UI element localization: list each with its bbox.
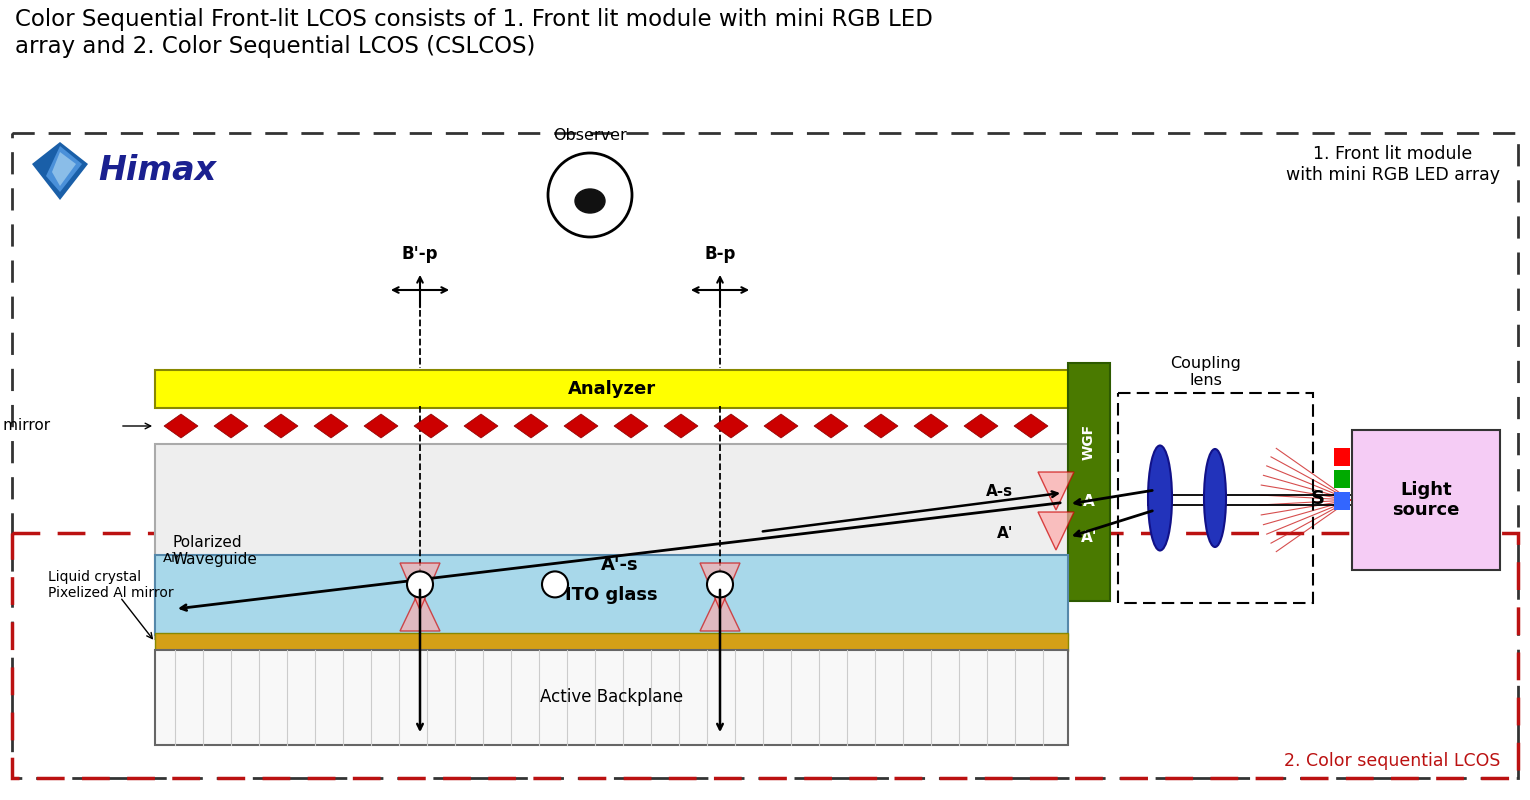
Polygon shape <box>964 414 998 438</box>
Circle shape <box>548 153 632 237</box>
Bar <box>1334 448 1349 466</box>
Text: Air: Air <box>164 552 182 565</box>
Text: Micro mirror: Micro mirror <box>0 418 50 434</box>
Polygon shape <box>46 146 83 192</box>
Text: Polarized
Waveguide: Polarized Waveguide <box>173 535 259 567</box>
Text: S: S <box>1311 489 1325 507</box>
Text: A'-s: A'-s <box>601 556 640 574</box>
Polygon shape <box>314 414 347 438</box>
Polygon shape <box>399 589 441 631</box>
Text: ITO glass: ITO glass <box>565 586 658 604</box>
Polygon shape <box>864 414 898 438</box>
Text: A': A' <box>996 526 1013 542</box>
Text: Analyzer: Analyzer <box>568 380 655 398</box>
Text: WGF: WGF <box>1082 424 1095 460</box>
Polygon shape <box>701 563 741 610</box>
Circle shape <box>542 571 568 598</box>
Bar <box>12 133 1518 778</box>
Bar <box>1068 363 1109 601</box>
Bar <box>1353 430 1499 570</box>
Polygon shape <box>52 152 76 186</box>
Bar <box>155 650 1068 745</box>
Circle shape <box>407 571 433 598</box>
Text: Liquid crystal
Pixelized Al mirror: Liquid crystal Pixelized Al mirror <box>47 570 173 600</box>
Text: 1. Front lit module
with mini RGB LED array: 1. Front lit module with mini RGB LED ar… <box>1287 145 1499 184</box>
Polygon shape <box>214 414 248 438</box>
Polygon shape <box>399 563 441 610</box>
Polygon shape <box>364 414 398 438</box>
Polygon shape <box>913 414 949 438</box>
Text: Himax: Himax <box>98 154 216 187</box>
Text: B-p: B-p <box>704 245 736 263</box>
Polygon shape <box>464 414 497 438</box>
Text: Observer: Observer <box>554 128 627 143</box>
Polygon shape <box>1037 472 1074 510</box>
Bar <box>12 533 1518 778</box>
Text: A: A <box>1083 494 1095 510</box>
Text: Light
source: Light source <box>1392 481 1460 519</box>
Ellipse shape <box>1204 449 1226 547</box>
Polygon shape <box>1014 414 1048 438</box>
Bar <box>155 555 1068 635</box>
Polygon shape <box>164 414 197 438</box>
Polygon shape <box>1037 512 1074 550</box>
Polygon shape <box>763 414 799 438</box>
Polygon shape <box>715 414 748 438</box>
Bar <box>1334 492 1349 510</box>
Text: B'-p: B'-p <box>402 245 438 263</box>
Polygon shape <box>814 414 848 438</box>
Bar <box>155 370 1068 408</box>
Bar <box>155 633 1068 651</box>
Polygon shape <box>614 414 649 438</box>
Polygon shape <box>514 414 548 438</box>
Polygon shape <box>32 142 89 200</box>
Text: A': A' <box>1080 530 1097 545</box>
Polygon shape <box>565 414 598 438</box>
Polygon shape <box>701 589 741 631</box>
Polygon shape <box>415 414 448 438</box>
Text: Color Sequential Front-lit LCOS consists of 1. Front lit module with mini RGB LE: Color Sequential Front-lit LCOS consists… <box>15 8 933 58</box>
Text: Coupling
lens: Coupling lens <box>1170 355 1241 388</box>
Bar <box>155 444 1068 639</box>
Ellipse shape <box>575 189 604 213</box>
Text: Active Backplane: Active Backplane <box>540 689 682 706</box>
Circle shape <box>707 571 733 598</box>
Polygon shape <box>664 414 698 438</box>
Bar <box>1334 470 1349 488</box>
Ellipse shape <box>1148 446 1172 550</box>
Text: A-s: A-s <box>985 485 1013 499</box>
Bar <box>1118 393 1313 603</box>
Text: 2. Color sequential LCOS: 2. Color sequential LCOS <box>1284 752 1499 770</box>
Polygon shape <box>265 414 298 438</box>
